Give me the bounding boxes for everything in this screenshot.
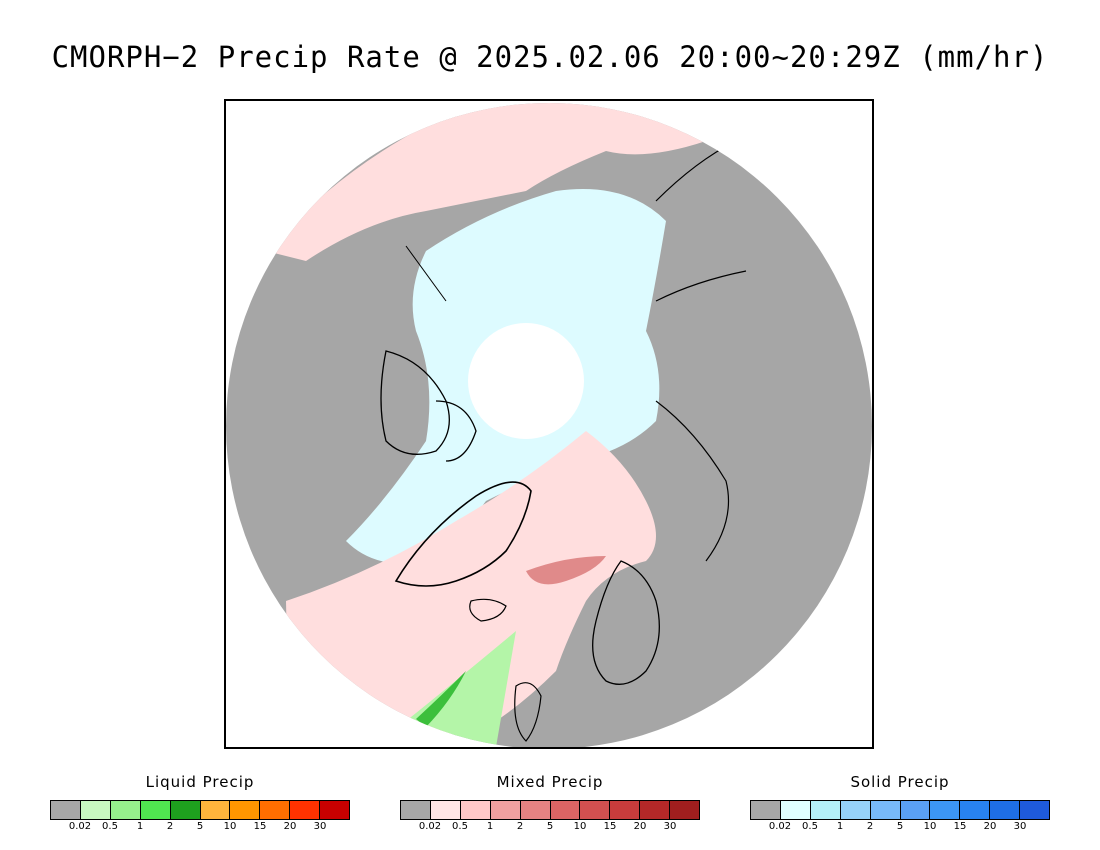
legend-tick-label: 0.02 <box>768 821 792 832</box>
iceland-outline <box>469 598 507 622</box>
legend-swatch <box>430 801 461 819</box>
legend-swatch <box>320 801 350 819</box>
legend-liquid-swatches <box>50 800 350 820</box>
legend-swatch <box>140 801 171 819</box>
greenland-outline <box>394 481 532 587</box>
legend-swatch <box>110 801 141 819</box>
legend-swatch <box>810 801 841 819</box>
legend-tick-label: 0.02 <box>68 821 92 832</box>
legend-swatch <box>751 801 781 819</box>
chart-title: CMORPH−2 Precip Rate @ 2025.02.06 20:00~… <box>51 40 1049 74</box>
legend-tick-label: 0.02 <box>418 821 442 832</box>
polar-map <box>226 103 872 747</box>
liquid-precip-core <box>416 671 466 727</box>
legend-tick-label: 2 <box>166 821 174 832</box>
legend-liquid-ticks: 0.02 0.5 1 2 5 10 15 20 30 <box>50 820 350 834</box>
legend-swatch <box>170 801 201 819</box>
legend-tick-label: 15 <box>953 821 967 832</box>
mixed-precip-area-pacific <box>266 103 706 261</box>
legend-swatch <box>520 801 551 819</box>
legend-swatch <box>290 801 321 819</box>
scandinavia-outline <box>592 560 660 685</box>
legend-tick-label: 1 <box>836 821 844 832</box>
legend-tick-label: 30 <box>1013 821 1027 832</box>
legend-swatch <box>200 801 231 819</box>
legend-swatch <box>870 801 901 819</box>
legend-solid: Solid Precip 0.02 0.5 1 2 5 10 15 20 30 <box>750 772 1050 834</box>
legend-tick-label: 15 <box>603 821 617 832</box>
mixed-precip-band <box>526 556 606 585</box>
legend-tick-label: 10 <box>923 821 937 832</box>
legend-solid-title: Solid Precip <box>850 773 950 791</box>
british-isles-outline <box>514 682 542 742</box>
legend-swatch <box>401 801 431 819</box>
legend-mixed-title: Mixed Precip <box>496 773 604 791</box>
legend-solid-swatches <box>750 800 1050 820</box>
legend-swatch <box>580 801 611 819</box>
legend-swatch <box>900 801 931 819</box>
legend-swatch <box>1020 801 1050 819</box>
legend-tick-label: 15 <box>253 821 267 832</box>
legend-tick-label: 10 <box>573 821 587 832</box>
legend-tick-label: 30 <box>663 821 677 832</box>
legend-liquid-title: Liquid Precip <box>145 773 255 791</box>
legend-tick-label: 20 <box>283 821 297 832</box>
legend-swatch <box>960 801 991 819</box>
map-panel <box>224 99 874 749</box>
legend-tick-label: 30 <box>313 821 327 832</box>
legend-tick-label: 0.5 <box>102 821 118 832</box>
legend-swatch <box>260 801 291 819</box>
legend-tick-label: 10 <box>223 821 237 832</box>
mixed-precip-area-atlantic <box>286 431 656 747</box>
legend-tick-label: 2 <box>516 821 524 832</box>
legend-swatch <box>490 801 521 819</box>
canadian-archipelago-outline <box>380 350 477 462</box>
legend-mixed-swatches <box>400 800 700 820</box>
legend-tick-label: 20 <box>633 821 647 832</box>
legend-mixed-ticks: 0.02 0.5 1 2 5 10 15 20 30 <box>400 820 700 834</box>
legend-swatch <box>610 801 641 819</box>
legend-tick-label: 20 <box>983 821 997 832</box>
legend-swatch <box>990 801 1021 819</box>
legend-tick-label: 0.5 <box>452 821 468 832</box>
legend-liquid: Liquid Precip 0.02 0.5 1 2 5 10 15 20 30 <box>50 772 350 834</box>
alaska-canada-border <box>405 245 447 302</box>
legend-swatch <box>840 801 871 819</box>
legend-tick-label: 2 <box>866 821 874 832</box>
legend-swatch <box>670 801 700 819</box>
legend-solid-ticks: 0.02 0.5 1 2 5 10 15 20 30 <box>750 820 1050 834</box>
legend-swatch <box>51 801 81 819</box>
legend-tick-label: 5 <box>896 821 904 832</box>
legend-mixed: Mixed Precip 0.02 0.5 1 2 5 10 15 20 30 <box>400 772 700 834</box>
legend-swatch <box>80 801 111 819</box>
legend-swatch <box>930 801 961 819</box>
legend-swatch <box>640 801 671 819</box>
legend-tick-label: 1 <box>486 821 494 832</box>
legend-swatch <box>230 801 261 819</box>
legend-swatch <box>550 801 581 819</box>
legend-tick-label: 5 <box>546 821 554 832</box>
legend-tick-label: 1 <box>136 821 144 832</box>
legend-swatch <box>460 801 491 819</box>
legend-tick-label: 0.5 <box>802 821 818 832</box>
legend-swatch <box>780 801 811 819</box>
pole-cap <box>468 323 584 439</box>
legend-tick-label: 5 <box>196 821 204 832</box>
